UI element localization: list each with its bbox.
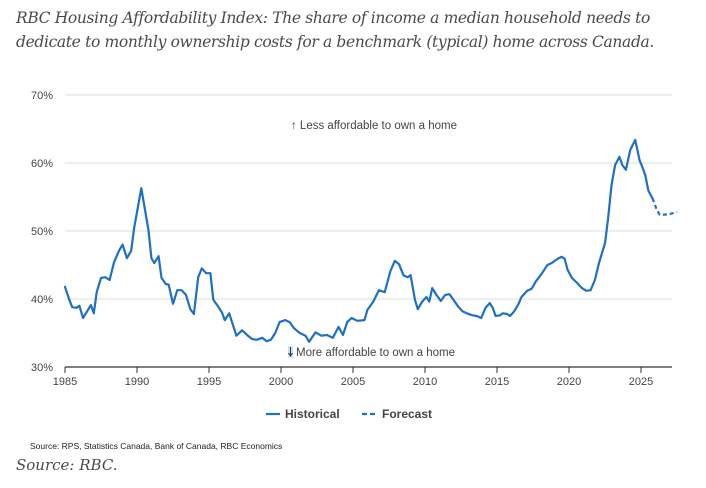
chart-title: RBC Housing Affordability Index: The sha… (16, 9, 654, 51)
legend: Historical Forecast (266, 407, 432, 421)
y-tick-label: 40% (31, 294, 53, 306)
y-tick-label: 70% (31, 90, 53, 102)
x-tick-label: 2025 (629, 376, 653, 388)
y-tick-label: 30% (31, 362, 53, 374)
legend-label-historical: Historical (285, 407, 340, 421)
down-arrow-glyph (288, 347, 293, 357)
annotation-less-affordable: ↑ Less affordable to own a home (291, 120, 457, 132)
source-note: Source: RPS, Statistics Canada, Bank of … (30, 441, 283, 451)
legend-label-forecast: Forecast (382, 407, 432, 421)
series-line-forecast (651, 198, 678, 216)
x-tick-label: 1995 (197, 376, 221, 388)
y-axis: 30% 40% 50% 60% 70% (31, 90, 53, 374)
x-tick-label: 2005 (341, 376, 365, 388)
series-line-historical (63, 138, 654, 343)
gridlines (65, 94, 672, 300)
x-axis: 1985 1990 1995 2000 2005 2010 2015 2020 2025 (53, 366, 672, 388)
x-tick-label: 1985 (53, 376, 77, 388)
source-caption: Source: RBC. (16, 456, 118, 474)
series-lines (63, 138, 678, 343)
x-tick-label: 2000 (269, 376, 293, 388)
y-tick-label: 60% (31, 158, 53, 170)
x-tick-label: 2020 (557, 376, 581, 388)
annotations: ↑ Less affordable to own a home More affo… (288, 120, 457, 359)
x-tick-label: 2010 (413, 376, 437, 388)
annotation-more-affordable: More affordable to own a home (296, 347, 455, 359)
y-tick-label: 50% (31, 226, 53, 238)
x-tick-label: 2015 (485, 376, 509, 388)
x-tick-label: 1990 (125, 376, 149, 388)
